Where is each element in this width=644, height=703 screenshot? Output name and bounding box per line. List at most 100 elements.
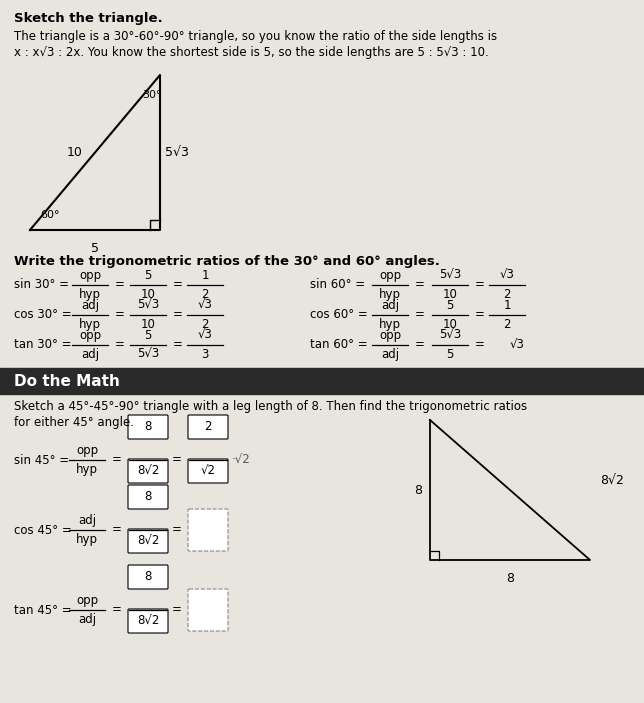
Text: 60°: 60° (40, 210, 59, 220)
Text: adj: adj (78, 613, 96, 626)
Text: =: = (172, 524, 182, 536)
Text: opp: opp (379, 269, 401, 282)
Text: 8: 8 (506, 572, 514, 585)
Text: 10: 10 (67, 146, 83, 159)
Text: =: = (172, 603, 182, 617)
Text: =: = (172, 453, 182, 467)
Text: cos 30° =: cos 30° = (14, 309, 71, 321)
Text: =: = (115, 339, 125, 352)
FancyBboxPatch shape (128, 609, 168, 633)
Text: sin 30° =: sin 30° = (14, 278, 69, 292)
Text: √3: √3 (198, 329, 213, 342)
Text: =: = (112, 524, 122, 536)
Text: opp: opp (79, 329, 101, 342)
Text: opp: opp (76, 594, 98, 607)
Text: √3: √3 (510, 339, 525, 352)
Text: hyp: hyp (379, 288, 401, 301)
Text: √3: √3 (500, 269, 515, 282)
Text: 5: 5 (91, 242, 99, 255)
Text: 3: 3 (202, 348, 209, 361)
FancyBboxPatch shape (188, 415, 228, 439)
Text: hyp: hyp (76, 533, 98, 546)
Text: ·√2: ·√2 (232, 453, 251, 467)
Text: =: = (112, 603, 122, 617)
Text: hyp: hyp (79, 318, 101, 331)
Text: =: = (173, 339, 183, 352)
Text: 1: 1 (503, 299, 511, 312)
Text: sin 60° =: sin 60° = (310, 278, 365, 292)
Text: 5: 5 (144, 269, 152, 282)
Text: =: = (112, 453, 122, 467)
FancyBboxPatch shape (128, 529, 168, 553)
Text: cos 60° =: cos 60° = (310, 309, 368, 321)
Text: =: = (173, 309, 183, 321)
FancyBboxPatch shape (128, 485, 168, 509)
Text: =: = (173, 278, 183, 292)
Text: Sketch the triangle.: Sketch the triangle. (14, 12, 163, 25)
Text: 5√3: 5√3 (439, 269, 461, 282)
Text: =: = (475, 309, 485, 321)
Text: Sketch a 45°-45°-90° triangle with a leg length of 8. Then find the trigonometri: Sketch a 45°-45°-90° triangle with a leg… (14, 400, 527, 413)
Text: x : x√3 : 2x. You know the shortest side is 5, so the side lengths are 5 : 5√3 :: x : x√3 : 2x. You know the shortest side… (14, 46, 489, 59)
Text: 2: 2 (503, 318, 511, 331)
Text: 10: 10 (442, 318, 457, 331)
Text: 30°: 30° (142, 90, 162, 100)
Text: 1: 1 (201, 269, 209, 282)
Text: =: = (415, 339, 425, 352)
Text: √3: √3 (198, 299, 213, 312)
Text: adj: adj (381, 348, 399, 361)
Text: 8√2: 8√2 (137, 534, 159, 548)
Text: 5: 5 (144, 329, 152, 342)
Text: 5: 5 (446, 348, 453, 361)
Text: tan 30° =: tan 30° = (14, 339, 71, 352)
Text: Do the Math: Do the Math (14, 373, 120, 389)
Text: opp: opp (76, 444, 98, 457)
Text: for either 45° angle.: for either 45° angle. (14, 416, 134, 429)
Text: =: = (415, 278, 425, 292)
Text: 8√2: 8√2 (137, 465, 159, 477)
Text: 5: 5 (446, 299, 453, 312)
Text: adj: adj (381, 299, 399, 312)
Text: The triangle is a 30°-60°-90° triangle, so you know the ratio of the side length: The triangle is a 30°-60°-90° triangle, … (14, 30, 497, 43)
Text: adj: adj (81, 348, 99, 361)
FancyBboxPatch shape (188, 509, 228, 551)
Text: 8: 8 (144, 420, 152, 434)
Text: adj: adj (78, 514, 96, 527)
Text: √2: √2 (200, 465, 216, 477)
Text: 10: 10 (140, 318, 155, 331)
Text: 8√2: 8√2 (600, 474, 624, 486)
Text: Write the trigonometric ratios of the 30° and 60° angles.: Write the trigonometric ratios of the 30… (14, 255, 440, 268)
Text: cos 45° =: cos 45° = (14, 524, 71, 536)
Bar (0, 368, 644, 394)
Text: tan 45° =: tan 45° = (14, 603, 71, 617)
Text: =: = (475, 278, 485, 292)
Text: 2: 2 (201, 288, 209, 301)
Text: 2: 2 (201, 318, 209, 331)
Text: 10: 10 (140, 288, 155, 301)
Text: tan 60° =: tan 60° = (310, 339, 368, 352)
Text: 2: 2 (204, 420, 212, 434)
FancyBboxPatch shape (128, 459, 168, 483)
Text: hyp: hyp (76, 463, 98, 476)
Text: =: = (115, 278, 125, 292)
Text: hyp: hyp (379, 318, 401, 331)
Text: 5√3: 5√3 (137, 299, 159, 312)
Text: 8: 8 (414, 484, 422, 496)
FancyBboxPatch shape (128, 565, 168, 589)
Text: opp: opp (79, 269, 101, 282)
FancyBboxPatch shape (128, 415, 168, 439)
Text: hyp: hyp (79, 288, 101, 301)
Text: 8√2: 8√2 (137, 614, 159, 628)
Text: adj: adj (81, 299, 99, 312)
Text: 10: 10 (442, 288, 457, 301)
Text: 8: 8 (144, 491, 152, 503)
Text: =: = (415, 309, 425, 321)
Text: 8: 8 (144, 571, 152, 583)
Text: 2: 2 (503, 288, 511, 301)
FancyBboxPatch shape (188, 459, 228, 483)
Text: 5√3: 5√3 (165, 146, 189, 159)
Text: opp: opp (379, 329, 401, 342)
Text: sin 45° =: sin 45° = (14, 453, 69, 467)
FancyBboxPatch shape (188, 589, 228, 631)
Text: 5√3: 5√3 (137, 348, 159, 361)
